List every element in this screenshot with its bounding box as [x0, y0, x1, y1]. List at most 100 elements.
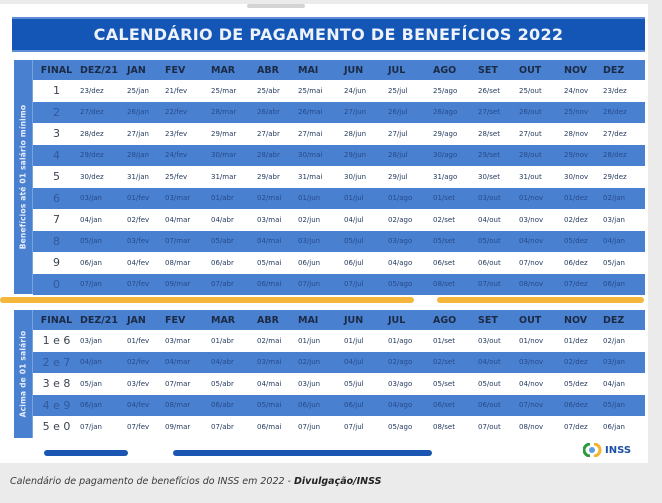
payment-date-cell: 07/dez: [564, 422, 588, 431]
column-header: SET: [478, 64, 498, 76]
payment-date-cell: 01/set: [433, 336, 455, 345]
payment-date-cell: 25/mai: [298, 86, 323, 95]
payment-date-cell: 05/mai: [257, 401, 282, 410]
image-caption: Calendário de pagamento de benefícios do…: [10, 476, 382, 487]
payment-date-cell: 02/jan: [603, 336, 625, 345]
column-header: MAR: [211, 64, 236, 76]
table-row: 5 e 0 07/jan 07/fev 09/mar 07/abr 06/mai 07/ju…: [33, 416, 645, 438]
payment-date-cell: 25/abr: [257, 86, 280, 95]
payment-date-cell: 01/ago: [388, 194, 413, 203]
payment-date-cell: 03/out: [478, 336, 501, 345]
calendar-title: CALENDÁRIO DE PAGAMENTO DE BENEFÍCIOS 20…: [12, 17, 645, 52]
payment-date-cell: 24/nov: [564, 86, 589, 95]
payment-date-cell: 02/dez: [564, 215, 588, 224]
payment-date-cell: 05/jan: [603, 258, 625, 267]
final-digit-cell: 7: [53, 213, 60, 227]
payment-date-cell: 26/dez: [603, 108, 627, 117]
final-digit-cell: 5: [53, 170, 60, 184]
payment-date-cell: 09/mar: [165, 280, 191, 289]
payment-date-cell: 04/jan: [80, 215, 102, 224]
payment-date-cell: 08/set: [433, 280, 455, 289]
payment-date-cell: 31/mai: [298, 172, 323, 181]
payment-date-cell: 06/dez: [564, 401, 588, 410]
column-header: JUN: [344, 64, 364, 76]
payment-date-cell: 01/jun: [298, 194, 321, 203]
payment-date-cell: 29/mar: [211, 129, 237, 138]
payment-date-cell: 06/out: [478, 258, 501, 267]
payment-date-cell: 03/ago: [388, 379, 413, 388]
payment-date-cell: 02/set: [433, 215, 455, 224]
payment-date-cell: 03/fev: [127, 237, 150, 246]
payment-date-cell: 31/ago: [433, 172, 458, 181]
payment-date-cell: 07/mar: [165, 379, 191, 388]
table-row: 9 06/jan 04/fev 08/mar 06/abr 05/mai 06/jun 06/…: [33, 252, 645, 274]
column-header: FINAL: [40, 64, 73, 76]
table-grid: FINAL DEZ/21 JAN FEV MAR ABR MAI JUN JUL AGO SET OU…: [33, 60, 645, 295]
payment-date-cell: 30/nov: [564, 172, 589, 181]
payment-date-cell: 02/ago: [388, 358, 413, 367]
payment-date-cell: 03/nov: [519, 215, 544, 224]
payment-date-cell: 03/jun: [298, 237, 321, 246]
payment-date-cell: 04/abr: [211, 215, 234, 224]
payment-date-cell: 09/mar: [165, 422, 191, 431]
payment-date-cell: 27/jun: [344, 108, 367, 117]
payment-date-cell: 25/fev: [165, 172, 188, 181]
column-header: NOV: [564, 314, 588, 326]
payment-date-cell: 06/jun: [298, 401, 321, 410]
payment-date-cell: 29/nov: [564, 151, 589, 160]
payment-date-cell: 28/jan: [127, 151, 149, 160]
payment-date-cell: 01/jul: [344, 194, 364, 203]
payment-date-cell: 06/mai: [257, 422, 282, 431]
payment-date-cell: 04/mar: [165, 358, 191, 367]
table-grid: FINAL DEZ/21 JAN FEV MAR ABR MAI JUN JUL AGO SET OU…: [33, 310, 645, 438]
payment-date-cell: 25/ago: [433, 86, 458, 95]
payment-date-cell: 02/fev: [127, 215, 150, 224]
column-header: FEV: [165, 64, 186, 76]
payment-date-cell: 30/ago: [433, 151, 458, 160]
payment-date-cell: 04/fev: [127, 401, 150, 410]
payment-date-cell: 01/fev: [127, 336, 150, 345]
payment-date-cell: 27/jul: [388, 129, 408, 138]
payment-date-cell: 28/nov: [564, 129, 589, 138]
payment-date-cell: 02/fev: [127, 358, 150, 367]
column-header: JUN: [344, 314, 364, 326]
payment-date-cell: 01/nov: [519, 194, 544, 203]
orange-divider-right: [437, 297, 644, 303]
payment-date-cell: 07/jan: [80, 422, 102, 431]
payment-date-cell: 29/ago: [433, 129, 458, 138]
payment-date-cell: 30/mai: [298, 151, 323, 160]
final-digit-cell: 9: [53, 256, 60, 270]
column-header: DEZ/21: [80, 314, 118, 326]
table-row: 7 04/jan 02/fev 04/mar 04/abr 03/mai 02/jun 04/…: [33, 209, 645, 231]
inss-logo-icon: [583, 443, 602, 457]
side-label-box: Benefícios até 01 salário mínimo: [14, 60, 33, 294]
column-header: NOV: [564, 64, 588, 76]
payment-date-cell: 25/nov: [564, 108, 589, 117]
final-digit-cell: 0: [53, 277, 60, 291]
column-header: JUL: [388, 64, 406, 76]
payment-date-cell: 23/dez: [80, 86, 104, 95]
payment-date-cell: 01/jul: [344, 336, 364, 345]
payment-date-cell: 01/dez: [564, 194, 588, 203]
column-header: JAN: [127, 64, 146, 76]
payment-date-cell: 07/nov: [519, 258, 544, 267]
payment-date-cell: 01/set: [433, 194, 455, 203]
payment-date-cell: 07/out: [478, 422, 501, 431]
table-row: 8 05/jan 03/fev 07/mar 05/abr 04/mai 03/jun 05/…: [33, 230, 645, 252]
column-header: SET: [478, 314, 498, 326]
payment-date-cell: 04/mai: [257, 237, 282, 246]
blue-bar-right: [173, 450, 432, 456]
payment-date-cell: 07/jul: [344, 422, 364, 431]
payment-date-cell: 03/jan: [603, 358, 625, 367]
final-digit-cell: 5 e 0: [42, 420, 71, 434]
payment-date-cell: 07/jun: [298, 422, 321, 431]
payment-date-cell: 22/fev: [165, 108, 188, 117]
payment-date-cell: 28/mar: [211, 108, 237, 117]
payment-date-cell: 06/mai: [257, 280, 282, 289]
final-digit-cell: 6: [53, 191, 60, 205]
table-row: 0 07/jan 07/fev 09/mar 07/abr 06/mai 07/jun 07/…: [33, 273, 645, 295]
payment-date-cell: 27/out: [519, 129, 542, 138]
payment-date-cell: 06/jan: [603, 280, 625, 289]
payment-date-cell: 25/out: [519, 86, 542, 95]
payment-date-cell: 05/set: [433, 237, 455, 246]
